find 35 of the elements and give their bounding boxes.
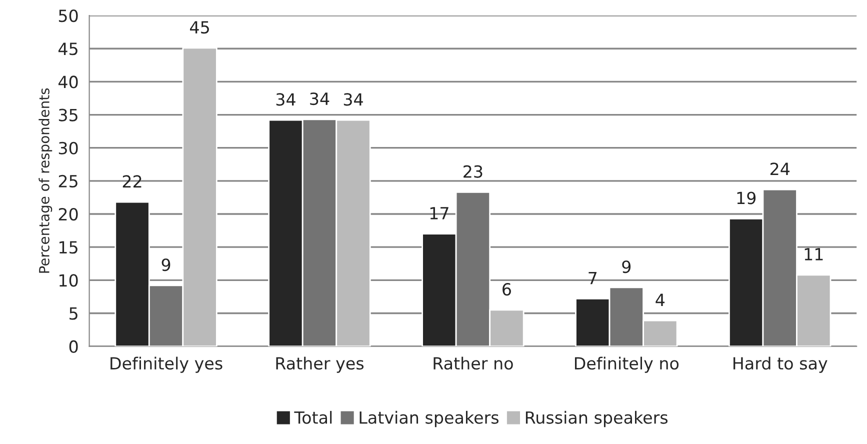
data-label: 7 — [588, 272, 597, 284]
data-label: 11 — [804, 248, 823, 260]
data-label: 17 — [430, 207, 448, 220]
data-label: 34 — [344, 93, 363, 106]
data-label: 6 — [502, 282, 511, 296]
data-label: 45 — [190, 21, 209, 34]
y-axis-title: Percentage of respondents — [38, 88, 52, 273]
x-tick-label: Definitely no — [574, 356, 679, 373]
data-label: 24 — [770, 162, 790, 175]
legend-label: Total — [294, 410, 332, 424]
data-label: 4 — [656, 294, 665, 306]
y-tick-label: 40 — [58, 76, 78, 88]
x-tick-label: Definitely yes — [110, 356, 222, 373]
y-tick-label: 10 — [60, 274, 78, 287]
y-tick-label: 0 — [69, 340, 78, 353]
legend-label: Latvian speakers — [360, 410, 498, 428]
data-label: 9 — [622, 260, 631, 274]
x-tick-label: Rather no — [434, 356, 513, 370]
y-tick-label: 20 — [58, 208, 78, 221]
data-label: 19 — [737, 192, 756, 204]
data-label: 22 — [122, 175, 142, 188]
y-tick-label: 30 — [58, 142, 78, 154]
y-tick-label: 15 — [60, 241, 78, 254]
data-label: 23 — [464, 165, 482, 178]
y-tick-label: 35 — [58, 108, 78, 122]
x-tick-label: Rather yes — [276, 356, 364, 373]
y-tick-label: 25 — [58, 174, 78, 188]
data-label: 34 — [310, 92, 330, 106]
y-tick-label: 45 — [58, 42, 78, 56]
legend-label: Russian speakers — [526, 410, 668, 428]
y-tick-label: 50 — [58, 10, 78, 22]
data-label: 9 — [162, 258, 170, 272]
data-label: 34 — [276, 93, 296, 106]
y-tick-label: 5 — [70, 307, 78, 320]
x-tick-label: Hard to say — [734, 356, 828, 373]
